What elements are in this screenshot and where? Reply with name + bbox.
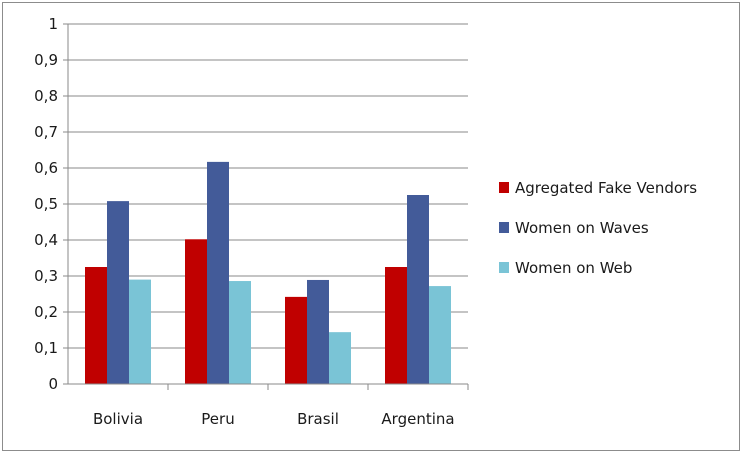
- x-tick-label: Brasil: [297, 410, 339, 428]
- y-tick-label: 0,8: [34, 87, 58, 105]
- bar-brasil-2: [329, 332, 351, 384]
- bars: [85, 161, 451, 384]
- y-tick-label: 0: [48, 375, 58, 393]
- y-tick-label: 0,4: [34, 231, 58, 249]
- y-tick-label: 0,2: [34, 303, 58, 321]
- x-tick-label: Peru: [201, 410, 234, 428]
- bar-brasil-0: [285, 296, 307, 384]
- y-tick-label: 1: [48, 15, 58, 33]
- legend-label: Women on Web: [515, 259, 632, 277]
- x-tick-label: Bolivia: [93, 410, 143, 428]
- bar-peru-2: [229, 281, 251, 384]
- bar-argentina-0: [385, 267, 407, 384]
- legend-swatch: [499, 182, 509, 193]
- legend-label: Women on Waves: [515, 219, 649, 237]
- bar-argentina-2: [429, 286, 451, 384]
- legend-swatch: [499, 222, 509, 233]
- axes: [63, 23, 469, 390]
- bar-argentina-1: [407, 195, 429, 384]
- legend: Agregated Fake Vendors Women on Waves Wome…: [499, 179, 697, 277]
- x-tick-label: Argentina: [381, 410, 454, 428]
- bar-bolivia-2: [129, 279, 151, 384]
- y-tick-label: 0,1: [34, 339, 58, 357]
- y-tick-label: 0,9: [34, 51, 58, 69]
- y-tick-label: 0,6: [34, 159, 58, 177]
- bar-brasil-1: [307, 279, 329, 384]
- bar-peru-0: [185, 239, 207, 384]
- y-tick-label: 0,5: [34, 195, 58, 213]
- bar-bolivia-1: [107, 201, 129, 384]
- bar-bolivia-0: [85, 267, 107, 384]
- legend-label: Agregated Fake Vendors: [515, 179, 697, 197]
- y-tick-label: 0,7: [34, 123, 58, 141]
- y-axis-tick-labels: 0 0,1 0,2 0,3 0,4 0,5 0,6 0,7 0,8 0,9 1: [34, 15, 58, 393]
- x-axis-tick-labels: Bolivia Peru Brasil Argentina: [93, 410, 455, 428]
- y-tick-label: 0,3: [34, 267, 58, 285]
- legend-swatch: [499, 262, 509, 273]
- bar-peru-1: [207, 161, 229, 384]
